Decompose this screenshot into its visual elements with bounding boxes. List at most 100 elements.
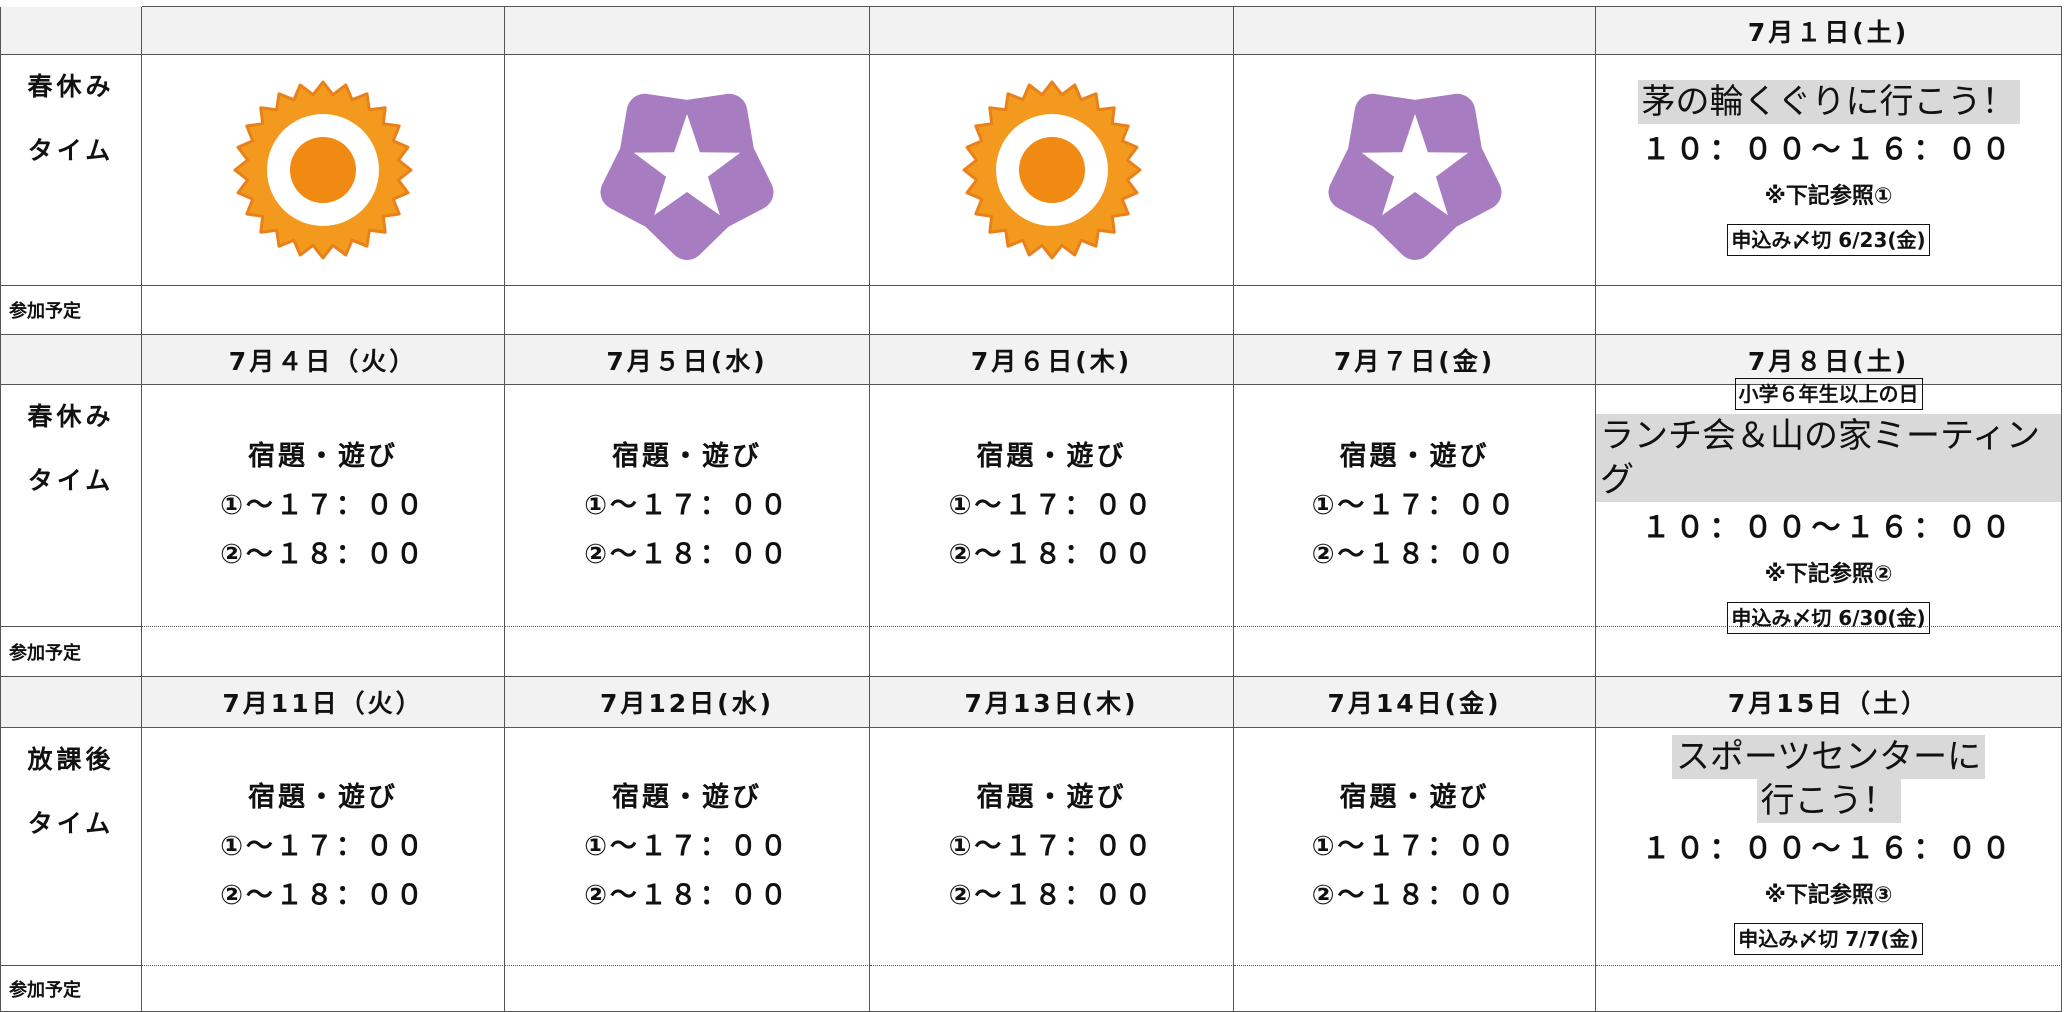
event-title: 茅の輪くぐりに行こう！ [1637,80,2020,124]
date-header: 7月13日(木) [870,677,1234,728]
day-cell: スポーツセンターに 行こう！ １０：００～１６：００ ※下記参照③ 申込み〆切 7/7(… [1596,728,2062,966]
event-note: ※下記参照③ [1764,882,1893,908]
participate-cell [505,627,870,677]
content-line: ①～１７：００ [948,490,1155,521]
day-cell: 宿題・遊び ①～１７：００ ②～１８：００ [870,385,1234,627]
content-line: ①～１７：００ [948,831,1155,862]
date-header [505,7,870,55]
content-line: ①～１７：００ [584,831,790,862]
day-cell: 茅の輪くぐりに行こう！ １０：００～１６：００ ※下記参照① 申込み〆切 6/23(金… [1596,55,2062,286]
date-header [870,7,1234,55]
participate-cell [870,286,1234,335]
date-header [1234,7,1596,55]
flower-icon [600,93,774,260]
date-header: 7月７日(金) [1234,335,1596,385]
event-time: １０：００～１６：００ [1641,132,2016,166]
date: 7月13日(木) [964,689,1139,718]
participate-cell [1234,286,1596,335]
event-title: ランチ会＆山の家ミーティング [1596,413,2061,502]
day-cell: 宿題・遊び ①～１７：００ ②～１８：００ [142,385,505,627]
content-line: 宿題・遊び [1339,441,1490,472]
participate-label: 参加予定 [0,966,142,1012]
time-label: 春休み タイム [0,55,142,286]
content-line: ②～１８：００ [1311,539,1518,570]
event-time: １０：００～１６：００ [1641,509,2016,544]
label-line: タイム [27,466,115,495]
participate-cell [142,286,505,335]
event-note: ※下記参照② [1764,561,1893,587]
content-line: 宿題・遊び [976,441,1127,472]
top-border [142,6,2062,7]
sun-icon [233,80,413,260]
content-line: ②～１８：００ [220,880,426,911]
time-label: 放課後 タイム [0,728,142,966]
header-cell [0,7,142,55]
content-line: ①～１７：００ [1311,831,1518,862]
badge: 小学６年生以上の日 [1734,377,1923,410]
content-line: ②～１８：００ [584,880,790,911]
participate-cell [1596,286,2062,335]
content-line: 宿題・遊び [248,441,398,472]
date: 7月８日(土) [1747,346,1910,376]
time-label: 春休み タイム [0,385,142,627]
label-line: タイム [27,809,115,838]
date-header: 7月８日(土) [1596,335,2062,385]
content-line: 宿題・遊び [1339,782,1490,813]
content-line: ②～１８：００ [584,539,790,570]
participate-cell [1234,627,1596,677]
label-line: 春休み [27,72,115,101]
event-time: １０：００～１６：００ [1641,830,2016,865]
participate-cell [505,966,870,1012]
date-header: 7月６日(木) [870,335,1234,385]
day-cell [870,55,1234,286]
participate-cell [142,966,505,1012]
date-header: 7月11日（火） [142,677,505,728]
deadline: 申込み〆切 6/30(金) [1727,601,1930,634]
content-line: 宿題・遊び [612,441,762,472]
date: 7月11日（火） [222,689,424,718]
content-line: ①～１７：００ [220,831,426,862]
content-line: ②～１８：００ [220,539,426,570]
date-header: 7月１日(土) [1596,7,2062,55]
date: 7月１日(土) [1747,17,1910,47]
date: 7月５日(水) [606,346,768,376]
label-line: タイム [27,136,115,165]
content-line: 宿題・遊び [612,782,762,813]
date: 7月14日(金) [1327,689,1502,718]
day-cell [505,55,870,286]
day-cell: 小学６年生以上の日 ランチ会＆山の家ミーティング １０：００～１６：００ ※下記参照②… [1596,377,2062,634]
date: 7月12日(水) [599,689,775,718]
content-line: 宿題・遊び [976,782,1127,813]
header-cell [0,335,142,385]
participate-label: 参加予定 [0,286,142,335]
sun-icon [962,80,1141,260]
participate-cell [1596,966,2062,1012]
day-cell: 宿題・遊び ①～１７：００ ②～１８：００ [1234,385,1596,627]
day-cell [142,55,505,286]
participate-text: 参加予定 [9,979,81,1001]
day-cell: 宿題・遊び ①～１７：００ ②～１８：００ [870,728,1234,966]
day-cell: 宿題・遊び ①～１７：００ ②～１８：００ [505,385,870,627]
participate-text: 参加予定 [9,642,81,664]
participate-label: 参加予定 [0,627,142,677]
deadline: 申込み〆切 7/7(金) [1734,922,1923,955]
flower-icon [1328,93,1501,260]
content-line: ②～１８：００ [948,880,1155,911]
label-line: 放課後 [27,745,115,774]
content-line: ①～１７：００ [220,490,426,521]
content-line: ①～１７：００ [584,490,790,521]
deadline: 申込み〆切 6/23(金) [1727,224,1930,256]
event-title: 行こう！ [1756,778,1901,823]
date: 7月７日(金) [1333,346,1496,376]
participate-text: 参加予定 [9,301,81,322]
content-line: ①～１７：００ [1311,490,1518,521]
content-line: ②～１８：００ [1311,880,1518,911]
date-header: 7月４日（火） [142,335,505,385]
participate-cell [1234,966,1596,1012]
participate-cell [505,286,870,335]
event-note: ※下記参照① [1764,184,1893,209]
header-cell [0,677,142,728]
day-cell: 宿題・遊び ①～１７：００ ②～１８：００ [1234,728,1596,966]
participate-cell [870,627,1234,677]
